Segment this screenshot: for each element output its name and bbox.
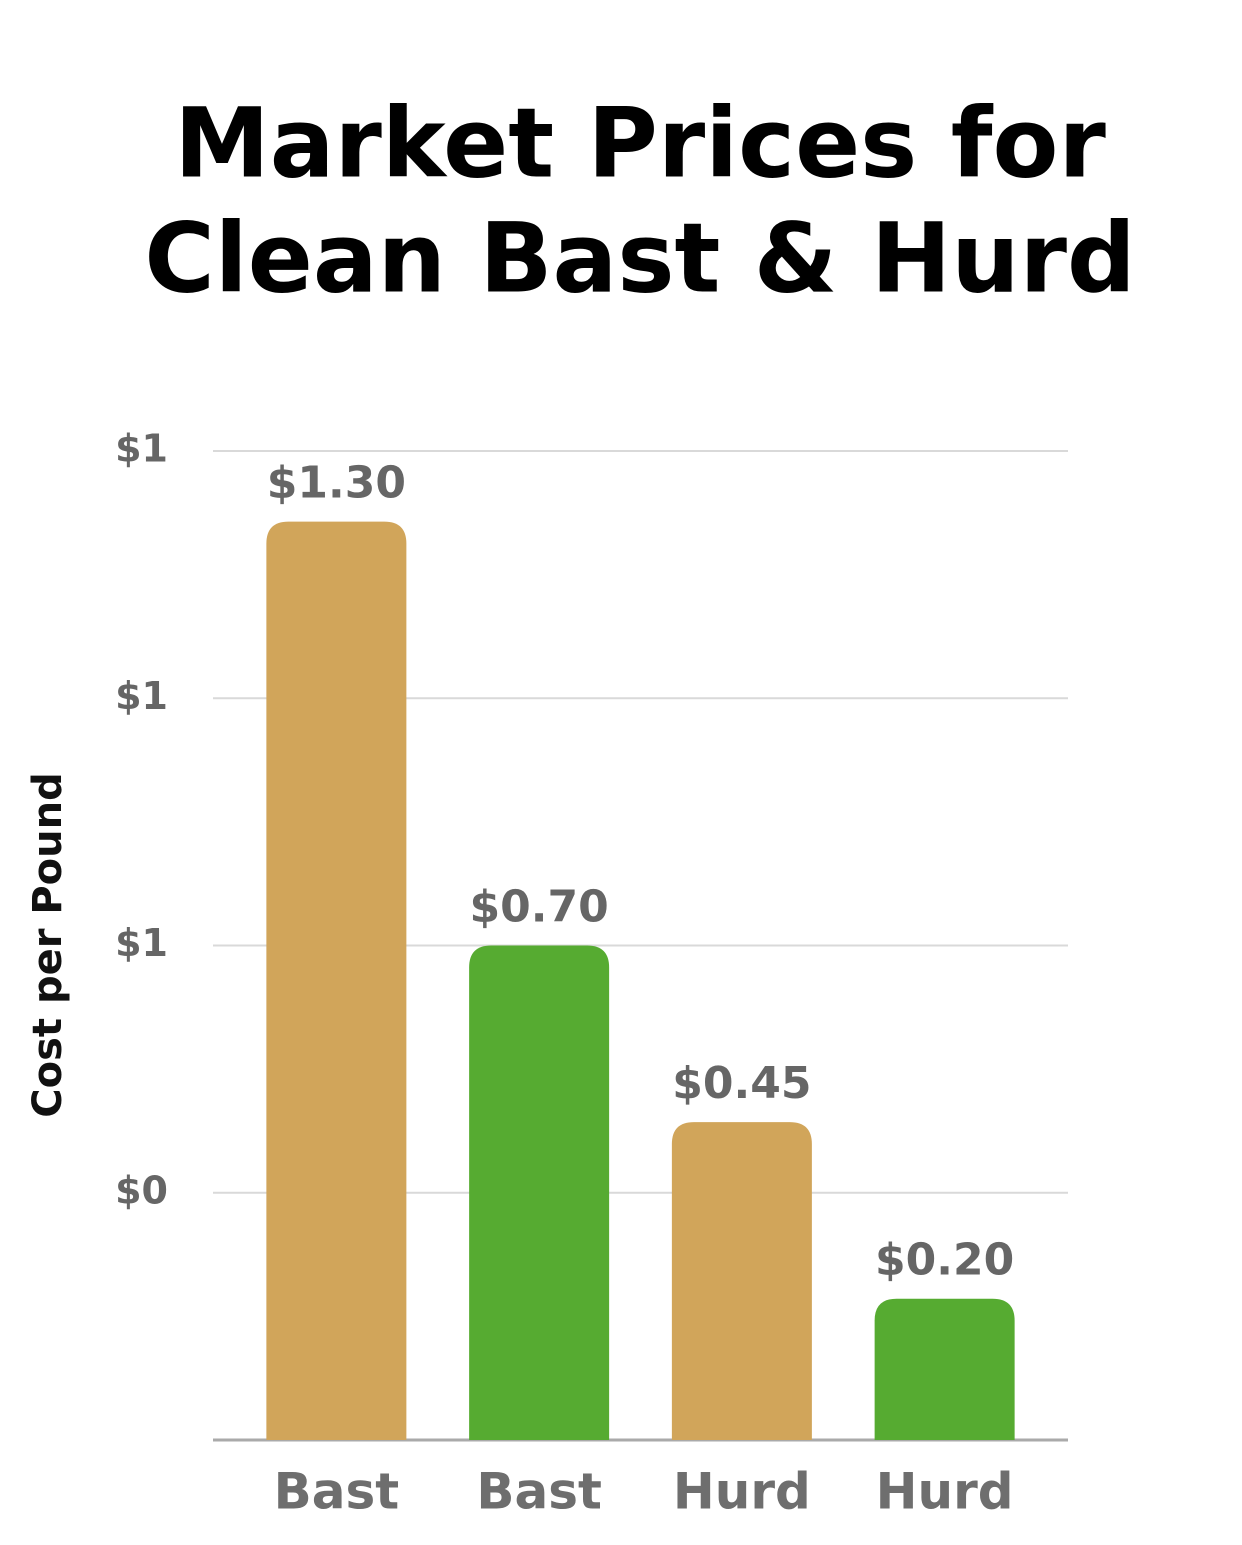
y-tick-label: $1 (115, 674, 168, 718)
x-tick-label: Hurd (673, 1463, 811, 1521)
bar (469, 945, 610, 1440)
bar (266, 521, 407, 1440)
y-tick-label: $0 (115, 1168, 168, 1212)
y-tick-label: $1 (115, 921, 168, 965)
value-label: $0.45 (672, 1058, 811, 1109)
chart-title: Clean Bast & Hurd (144, 202, 1135, 314)
bar (874, 1298, 1015, 1440)
chart-title: Market Prices for (174, 87, 1106, 199)
x-tick-label: Hurd (876, 1463, 1014, 1521)
y-tick-label: $1 (115, 427, 168, 471)
value-label: $0.70 (470, 882, 609, 933)
x-tick-label: Bast (274, 1463, 400, 1521)
value-label: $1.30 (267, 458, 406, 509)
x-tick-label: Bast (476, 1463, 602, 1521)
bar (671, 1122, 812, 1440)
y-axis-label: Cost per Pound (25, 772, 71, 1118)
value-label: $0.20 (875, 1235, 1014, 1286)
